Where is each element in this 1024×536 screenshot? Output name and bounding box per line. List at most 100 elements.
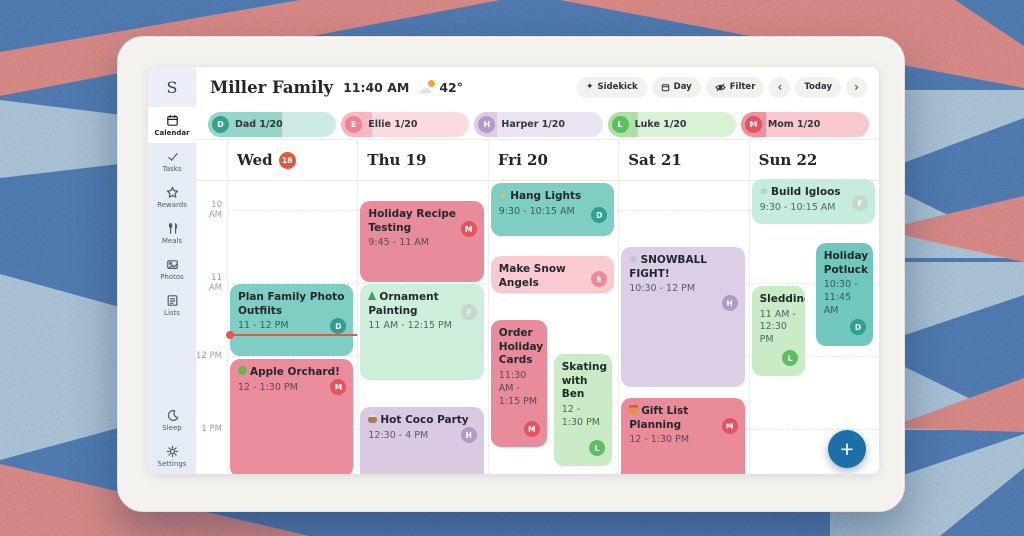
member-avatar: D [212,116,229,133]
hour-label: 10 AM [208,200,222,220]
day-name: Wed [237,151,273,169]
event-time: 12 - 1:30 PM [561,403,600,428]
column-gridline [357,139,359,474]
member-name-count: Harper 1/20 [501,119,565,130]
event-card[interactable]: Order Holiday Cards 11:30 AM - 1:15 PM M [490,320,547,447]
event-card[interactable]: Holiday Potluck 10:30 - 11:45 AM D [815,243,873,346]
hour-gridline [227,356,879,357]
day-header-sun[interactable]: Sun 22 [749,151,879,169]
list-icon [166,294,179,307]
member-chip-luke[interactable]: L Luke 1/20 [607,112,736,137]
event-title: Sledding [759,293,806,305]
event-time: 12:30 - 4 PM [368,429,429,441]
member-chip-harper[interactable]: H Harper 1/20 [474,112,603,137]
prev-button[interactable]: ‹ [769,76,791,98]
eye-icon [715,82,726,92]
sidekick-button[interactable]: ✦ Sidekick [576,76,647,98]
event-card[interactable]: Make Snow Angels 10:30 - 11 AM E [490,256,615,293]
event-card[interactable]: Gift List Planning 12 - 1:30 PM M [621,398,745,474]
button-label: ‹ [777,80,783,94]
check-icon [166,150,179,163]
member-avatar: E [345,116,363,133]
filter-button[interactable]: Filter [705,76,765,98]
day-header-wed[interactable]: Wed 18 [227,151,357,169]
event-card[interactable]: Skating with Ben 12 - 1:30 PM L [553,354,613,466]
tree-icon [368,291,377,300]
app-header: Miller Family 11:40 AM ☁ 42° ✦ Sidekick Da… [196,67,879,107]
event-time: 11 AM - 12:30 PM [759,308,796,346]
sidebar-item-label: Calendar [154,129,190,137]
temperature-text: 42° [439,79,464,95]
event-card[interactable]: ❄ SNOWBALL FIGHT! 10:30 - 12 PM H [621,247,745,387]
member-name-count: Mom 1/20 [767,119,821,130]
event-card[interactable]: Plan Family Photo Outfiits 11 - 12 PM D [230,284,354,356]
member-badge-m: M [460,221,477,237]
next-button[interactable]: › [846,76,867,98]
event-time: 10:30 - 11:45 AM [823,279,858,316]
event-title: Skating with Ben [561,361,607,401]
hour-gridline [227,429,879,430]
hour-label: 11 AM [208,273,222,293]
event-card[interactable]: Ornament Painting 11 AM - 12:15 PM F [360,284,484,380]
sidebar-item-lists[interactable]: Lists [148,287,196,323]
event-card[interactable]: Hot Coco Party 12:30 - 4 PM H [360,407,484,474]
day-header-fri[interactable]: Fri 20 [488,151,618,169]
button-label: Filter [729,82,756,92]
member-badge-d: D [330,318,347,334]
sidebar-item-tasks[interactable]: Tasks [148,143,196,179]
sidebar-item-photos[interactable]: Photos [148,251,196,287]
column-gridline [748,139,750,474]
snowflake-icon: ❄ [629,255,638,266]
calendar-grid: 10 AM 11 AM 12 PM 1 PM Plan Family Photo Out… [196,179,879,474]
event-card[interactable]: Sledding 11 AM - 12:30 PM L [751,286,806,376]
event-card[interactable]: ❄ Build Igloos 9:30 - 10:15 AM F [751,179,875,224]
member-chip-mom[interactable]: M Mom 1/20 [740,112,870,137]
event-title: ❄ SNOWBALL FIGHT! [629,254,707,280]
main-area: Miller Family 11:40 AM ☁ 42° ✦ Sidekick Da… [196,67,879,474]
event-time: 9:45 - 11 AM [368,237,429,249]
sidebar-item-label: Photos [160,273,184,281]
sidebar-item-sleep[interactable]: Sleep [148,402,196,438]
sidebar-item-rewards[interactable]: Rewards [148,179,196,215]
event-title: Hot Coco Party [368,414,475,428]
cutlery-icon [166,222,179,235]
day-header-thu[interactable]: Thu 19 [357,151,487,169]
member-badge-f: F [460,304,477,320]
event-card[interactable]: Apple Orchard! 12 - 1:30 PM M [230,359,354,474]
button-label: › [854,80,859,94]
event-title: Holiday Recipe Testing [368,208,457,234]
today-button[interactable]: Today [795,76,841,98]
calendar-icon [166,114,179,127]
column-gridline [227,139,228,474]
header-buttons: ✦ Sidekick Day Filter ‹ Today › [576,76,867,98]
member-badge-f: F [851,195,868,211]
day-name: Fri 20 [497,151,548,169]
tablet-frame: S Calendar Tasks Rewards Meals Photos Lists Sl… [117,36,905,512]
add-event-button[interactable]: + [828,430,866,468]
member-avatar: H [478,116,496,133]
day-name: Sat 21 [628,151,682,169]
event-time: 12 - 1:30 PM [238,381,298,393]
sidebar: S Calendar Tasks Rewards Meals Photos Lists Sl… [148,67,196,474]
event-card[interactable]: ✦ Hang Lights 9:30 - 10:15 AM D [490,183,615,236]
day-view-button[interactable]: Day [651,76,701,98]
hour-label: 1 PM [201,424,222,434]
day-header-sat[interactable]: Sat 21 [618,151,748,169]
sidebar-item-label: Settings [157,460,187,468]
member-badge-e: E [591,271,608,287]
event-card[interactable]: Holiday Recipe Testing 9:45 - 11 AM M [360,201,484,282]
sidebar-item-meals[interactable]: Meals [148,215,196,251]
sparkles-icon: ✦ [585,82,594,92]
gear-icon [166,445,179,458]
day-header-row: Wed 18 Thu 19 Fri 20 Sat 21 Sun 22 [196,139,879,181]
app-screen: S Calendar Tasks Rewards Meals Photos Lists Sl… [148,67,879,474]
cloud-sun-icon: ☁ [418,80,436,97]
member-chip-dad[interactable]: D Dad 1/20 [208,112,337,137]
sidebar-item-calendar[interactable]: Calendar [148,107,196,143]
star-icon [166,186,179,199]
member-badge-m: M [523,421,540,437]
member-chip-ellie[interactable]: E Ellie 1/20 [341,112,470,137]
sidebar-item-settings[interactable]: Settings [148,438,196,474]
event-time: 12 - 1:30 PM [629,434,690,446]
